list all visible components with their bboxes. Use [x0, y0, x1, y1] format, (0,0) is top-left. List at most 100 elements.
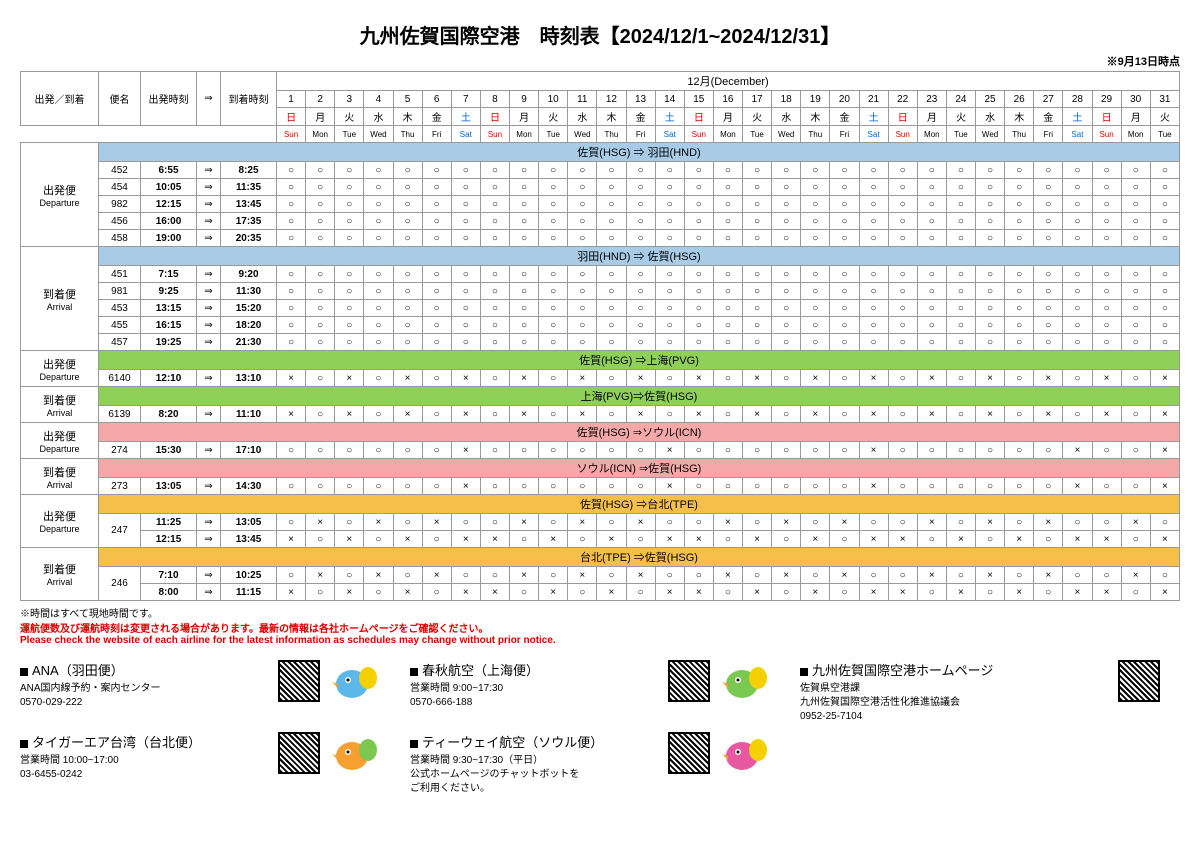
flight-no: 981 [99, 283, 141, 300]
qr-code [278, 732, 320, 774]
op-cell: ○ [510, 442, 539, 459]
op-cell: ○ [393, 300, 422, 317]
hdr-deptime: 出発時刻 [141, 72, 197, 126]
op-cell: ○ [1005, 266, 1034, 283]
op-cell: ○ [713, 317, 742, 334]
op-cell: ○ [946, 266, 975, 283]
hdr-dow-en: Sun [888, 126, 917, 143]
op-cell: ○ [917, 478, 946, 495]
page-title: 九州佐賀国際空港 時刻表【2024/12/1~2024/12/31】 [20, 20, 1180, 49]
op-cell: ○ [1063, 567, 1092, 584]
op-cell: × [1150, 370, 1179, 387]
op-cell: × [510, 567, 539, 584]
op-cell: ○ [684, 196, 713, 213]
hdr-dow-jp: 日 [1092, 108, 1121, 126]
op-cell: × [597, 531, 626, 548]
op-cell: ○ [306, 196, 335, 213]
op-cell: ○ [626, 230, 655, 247]
op-cell: × [743, 584, 772, 601]
hdr-day: 30 [1121, 91, 1150, 108]
op-cell: ○ [1150, 179, 1179, 196]
op-cell: ○ [655, 370, 684, 387]
airline-block: ティーウェイ航空（ソウル便）営業時間 9:30~17:30（平日）公式ホームペー… [410, 732, 770, 796]
flight-no: 6139 [99, 406, 141, 423]
op-cell: ○ [597, 478, 626, 495]
op-cell: ○ [976, 334, 1005, 351]
op-cell: ○ [364, 179, 393, 196]
op-cell: × [1121, 567, 1150, 584]
op-cell: ○ [772, 300, 801, 317]
op-cell: × [684, 531, 713, 548]
op-cell: ○ [1150, 213, 1179, 230]
op-cell: ○ [1005, 334, 1034, 351]
op-cell: ○ [1092, 317, 1121, 334]
op-cell: ○ [1121, 317, 1150, 334]
dep-time: 9:25 [141, 283, 197, 300]
arr-time: 11:35 [221, 179, 277, 196]
op-cell: ○ [859, 514, 888, 531]
op-cell: ○ [713, 300, 742, 317]
op-cell: × [1150, 406, 1179, 423]
op-cell: ○ [597, 196, 626, 213]
op-cell: ○ [451, 283, 480, 300]
op-cell: × [306, 567, 335, 584]
op-cell: ○ [772, 531, 801, 548]
op-cell: ○ [684, 283, 713, 300]
op-cell: ○ [510, 283, 539, 300]
op-cell: ○ [1150, 283, 1179, 300]
op-cell: ○ [364, 196, 393, 213]
op-cell: ○ [917, 162, 946, 179]
arr-time: 9:20 [221, 266, 277, 283]
hdr-day: 26 [1005, 91, 1034, 108]
op-cell: ○ [1092, 334, 1121, 351]
op-cell: ○ [1092, 283, 1121, 300]
hdr-dow-jp: 水 [568, 108, 597, 126]
op-cell: ○ [422, 442, 451, 459]
op-cell: ○ [364, 442, 393, 459]
op-cell: ○ [451, 230, 480, 247]
op-cell: ○ [946, 179, 975, 196]
category-label: 出発便Departure [21, 423, 99, 459]
op-cell: × [976, 567, 1005, 584]
op-cell: ○ [830, 531, 859, 548]
flight-no: 458 [99, 230, 141, 247]
hdr-dow-jp: 月 [1121, 108, 1150, 126]
op-cell: × [510, 514, 539, 531]
op-cell: × [1092, 370, 1121, 387]
arr-time: 18:20 [221, 317, 277, 334]
hdr-day: 3 [335, 91, 364, 108]
route-header: 佐賀(HSG) ⇒ 羽田(HND) [99, 143, 1180, 162]
mascot-icon [720, 660, 770, 702]
op-cell: ○ [859, 179, 888, 196]
op-cell: ○ [597, 230, 626, 247]
op-cell: ○ [743, 230, 772, 247]
op-cell: ○ [684, 478, 713, 495]
op-cell: ○ [277, 567, 306, 584]
op-cell: ○ [393, 283, 422, 300]
dep-time: 8:00 [141, 584, 197, 601]
op-cell: ○ [393, 478, 422, 495]
op-cell: ○ [451, 213, 480, 230]
hdr-dow-jp: 火 [1150, 108, 1179, 126]
airline-line: 営業時間 9:30~17:30（平日） [410, 754, 658, 768]
op-cell: ○ [1005, 213, 1034, 230]
op-cell: ○ [830, 370, 859, 387]
op-cell: ○ [597, 442, 626, 459]
op-cell: ○ [801, 213, 830, 230]
flight-no: 453 [99, 300, 141, 317]
hdr-day: 10 [539, 91, 568, 108]
hdr-day: 1 [277, 91, 306, 108]
op-cell: ○ [626, 317, 655, 334]
op-cell: ○ [364, 584, 393, 601]
op-cell: ○ [306, 584, 335, 601]
op-cell: ○ [946, 334, 975, 351]
op-cell: ○ [393, 230, 422, 247]
op-cell: ○ [888, 370, 917, 387]
op-cell: ○ [655, 196, 684, 213]
arr-time: 17:10 [221, 442, 277, 459]
op-cell: × [888, 584, 917, 601]
op-cell: ○ [306, 230, 335, 247]
op-cell: ○ [626, 442, 655, 459]
op-cell: ○ [1063, 230, 1092, 247]
hdr-dow-jp: 月 [917, 108, 946, 126]
